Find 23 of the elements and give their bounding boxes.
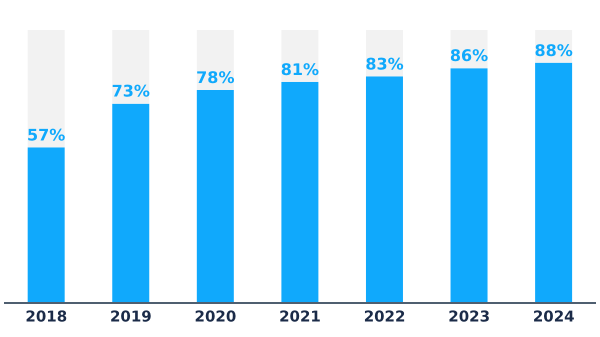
bar	[28, 30, 65, 148]
x-tick-label: 2022	[364, 308, 406, 326]
bar	[535, 62, 572, 303]
x-tick-label: 2024	[532, 308, 575, 326]
bar	[28, 147, 65, 303]
bar	[196, 90, 234, 303]
x-tick-label: 2021	[279, 308, 321, 326]
data-label: 88%	[534, 40, 573, 60]
data-label: 73%	[112, 82, 150, 101]
x-tick-label: 2018	[25, 308, 68, 326]
bar	[366, 76, 403, 303]
bar	[112, 104, 150, 303]
data-label: 86%	[450, 46, 488, 66]
bar	[450, 68, 488, 303]
x-tick-label: 2019	[110, 308, 152, 326]
data-label: 83%	[365, 54, 404, 74]
bar	[281, 82, 318, 303]
bar	[112, 30, 150, 104]
data-label: 57%	[27, 125, 66, 144]
data-label: 78%	[196, 68, 234, 88]
x-tick-label: 2023	[448, 308, 490, 326]
data-label: 81%	[280, 60, 320, 79]
x-tick-label: 2020	[194, 308, 236, 326]
